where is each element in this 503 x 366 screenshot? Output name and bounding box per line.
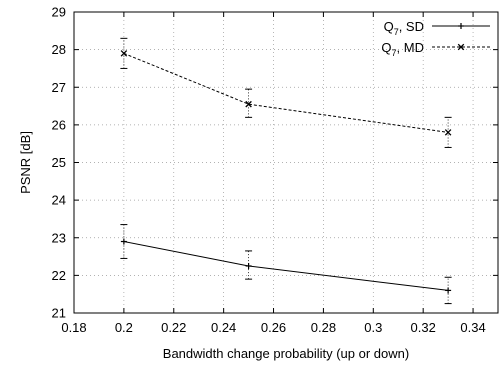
y-tick-label: 27 <box>52 80 66 95</box>
legend-entry: Q7, MD <box>381 40 490 58</box>
x-tick-label: 0.34 <box>460 320 485 335</box>
series-1 <box>120 37 452 148</box>
data-point <box>120 238 127 245</box>
y-tick-label: 23 <box>52 230 66 245</box>
x-tick-label: 0.26 <box>261 320 286 335</box>
y-axis-label: PSNR [dB] <box>18 131 33 194</box>
x-tick-label: 0.2 <box>115 320 133 335</box>
data-point <box>245 262 252 269</box>
y-tick-label: 21 <box>52 306 66 321</box>
series-line <box>123 52 449 133</box>
legend-marker <box>457 43 465 51</box>
data-point <box>245 100 252 108</box>
legend-label: Q7, MD <box>381 40 424 58</box>
x-tick-label: 0.24 <box>211 320 236 335</box>
x-tick-label: 0.22 <box>161 320 186 335</box>
x-tick-label: 0.18 <box>61 320 86 335</box>
legend-marker <box>458 23 464 29</box>
series-0 <box>120 224 452 305</box>
data-point <box>445 287 452 294</box>
axis-ticks: 0.18 0.2 0.22 0.24 0.26 0.28 0.3 0.32 0.34 21 22 23… <box>52 5 498 335</box>
y-tick-label: 29 <box>52 5 66 20</box>
series-layer <box>120 37 452 305</box>
y-tick-label: 26 <box>52 117 66 132</box>
y-tick-label: 22 <box>52 268 66 283</box>
data-point <box>444 129 452 136</box>
legend-label: Q7, SD <box>384 19 424 37</box>
data-point <box>120 50 128 57</box>
x-tick-label: 0.32 <box>411 320 436 335</box>
x-tick-label: 0.3 <box>364 320 382 335</box>
y-tick-label: 24 <box>52 193 66 208</box>
x-tick-label: 0.28 <box>311 320 336 335</box>
series-line <box>123 241 449 291</box>
legend: Q7, SD Q7, MD <box>381 19 490 58</box>
legend-entry: Q7, SD <box>384 19 490 37</box>
plot-frame <box>73 11 499 314</box>
y-tick-label: 25 <box>52 155 66 170</box>
x-axis-label: Bandwidth change probability (up or down… <box>163 346 409 361</box>
y-tick-label: 28 <box>52 42 66 57</box>
grid-lines <box>73 11 498 314</box>
